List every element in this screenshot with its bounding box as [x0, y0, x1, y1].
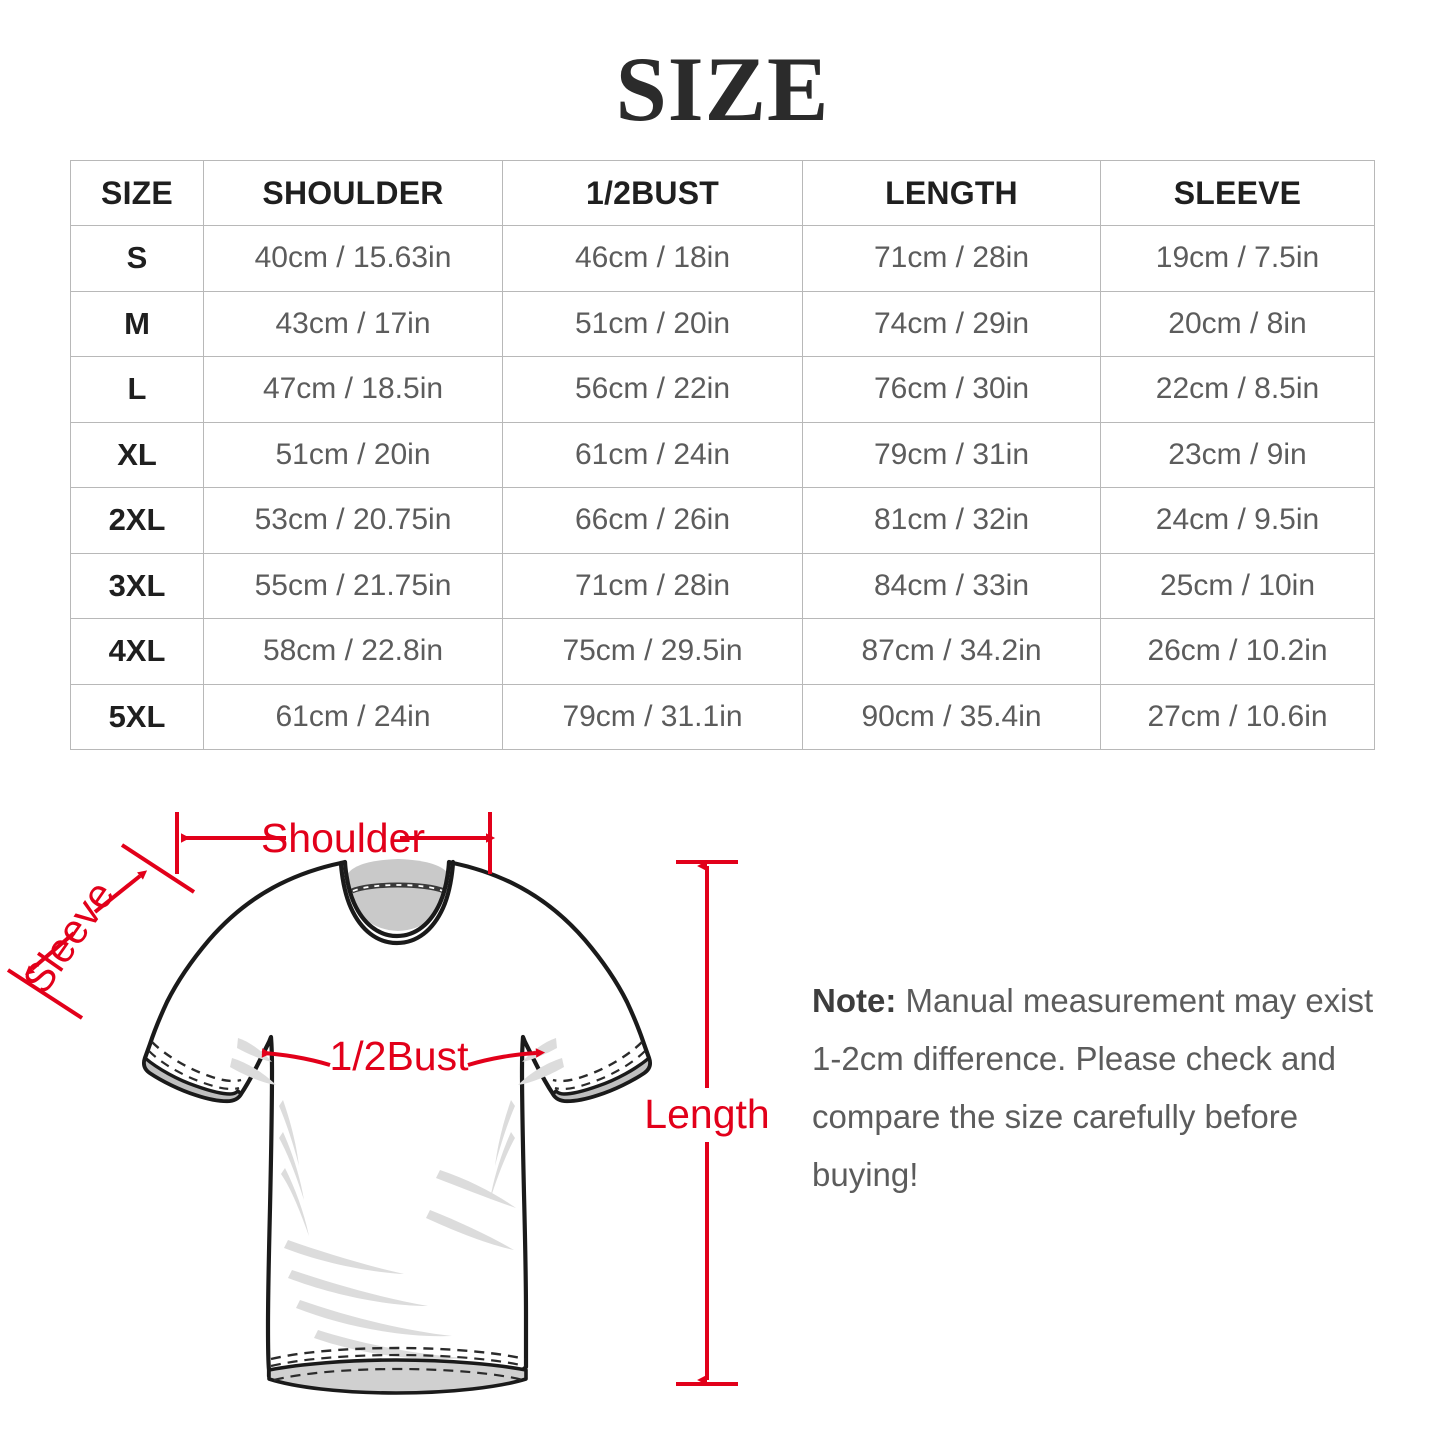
hem-stitch-lower — [273, 1367, 524, 1382]
length-measurement: Length — [644, 860, 770, 1386]
tshirt-measurement-diagram: Shoulder Sleeve 1/2Bust Length — [0, 770, 790, 1440]
column-header-sleeve: SLEEVE — [1100, 160, 1375, 226]
cell-bust: 61cm / 24in — [502, 421, 803, 488]
page-title: SIZE — [615, 38, 830, 140]
right-cuff-stitch-inner — [554, 1050, 646, 1091]
cell-length: 74cm / 29in — [802, 290, 1101, 357]
column-header-size: SIZE — [70, 160, 204, 226]
shoulder-measurement: Shoulder — [175, 812, 496, 874]
fabric-folds — [230, 1038, 564, 1360]
cell-size: S — [70, 225, 204, 292]
cell-length: 81cm / 32in — [802, 487, 1101, 554]
cell-shoulder: 55cm / 21.75in — [203, 552, 503, 619]
cell-size: M — [70, 290, 204, 357]
table-header-row: SIZE SHOULDER 1/2BUST LENGTH SLEEVE — [70, 160, 1375, 226]
bottom-hem — [267, 1358, 528, 1395]
note-text: Manual measurement may exist 1-2cm diffe… — [812, 982, 1374, 1193]
sleeve-label: Sleeve — [14, 872, 124, 1001]
table-row: 3XL 55cm / 21.75in 71cm / 28in 84cm / 33… — [70, 552, 1375, 619]
hem-stitch-upper — [270, 1346, 526, 1361]
cell-sleeve: 24cm / 9.5in — [1100, 487, 1375, 554]
cell-length: 71cm / 28in — [802, 225, 1101, 292]
column-header-length: LENGTH — [802, 160, 1101, 226]
collar-inner — [347, 859, 449, 931]
cell-bust: 75cm / 29.5in — [502, 618, 803, 685]
sleeve-arrow-upper — [93, 870, 148, 914]
cell-size: 2XL — [70, 487, 204, 554]
cell-bust: 46cm / 18in — [502, 225, 803, 292]
bust-arrow-left — [261, 1048, 331, 1067]
left-sleeve-cuff — [142, 1056, 243, 1103]
cell-sleeve: 27cm / 10.6in — [1100, 683, 1375, 750]
table-row: XL 51cm / 20in 61cm / 24in 79cm / 31in 2… — [70, 421, 1375, 488]
cell-bust: 66cm / 26in — [502, 487, 803, 554]
bust-label: 1/2Bust — [329, 1033, 469, 1079]
cell-sleeve: 19cm / 7.5in — [1100, 225, 1375, 292]
cell-length: 84cm / 33in — [802, 552, 1101, 619]
cell-sleeve: 23cm / 9in — [1100, 421, 1375, 488]
bust-arrow-right — [467, 1048, 546, 1067]
cell-shoulder: 58cm / 22.8in — [203, 618, 503, 685]
shoulder-label: Shoulder — [261, 815, 425, 861]
table-row: 5XL 61cm / 24in 79cm / 31.1in 90cm / 35.… — [70, 683, 1375, 750]
cell-length: 87cm / 34.2in — [802, 618, 1101, 685]
left-cuff-stitch-inner — [148, 1050, 240, 1091]
collar-outline — [338, 859, 456, 946]
tshirt-body — [141, 859, 653, 1390]
cell-sleeve: 26cm / 10.2in — [1100, 618, 1375, 685]
column-header-bust: 1/2BUST — [502, 160, 803, 226]
cell-shoulder: 43cm / 17in — [203, 290, 503, 357]
cell-size: 4XL — [70, 618, 204, 685]
table-row: M 43cm / 17in 51cm / 20in 74cm / 29in 20… — [70, 290, 1375, 357]
cell-size: L — [70, 356, 204, 423]
table-row: L 47cm / 18.5in 56cm / 22in 76cm / 30in … — [70, 356, 1375, 423]
cell-bust: 51cm / 20in — [502, 290, 803, 357]
sleeve-measurement: Sleeve — [6, 843, 196, 1020]
sleeve-tick-upper — [120, 843, 196, 894]
cell-size: 3XL — [70, 552, 204, 619]
note-label: Note: — [812, 982, 897, 1019]
note-block: Note: Manual measurement may exist 1-2cm… — [812, 972, 1384, 1204]
left-cuff-stitch — [151, 1041, 242, 1083]
cell-length: 90cm / 35.4in — [802, 683, 1101, 750]
length-label: Length — [644, 1091, 769, 1137]
column-header-shoulder: SHOULDER — [203, 160, 503, 226]
collar-stitch-dashes — [352, 884, 444, 892]
cell-bust: 56cm / 22in — [502, 356, 803, 423]
cell-size: 5XL — [70, 683, 204, 750]
cell-sleeve: 22cm / 8.5in — [1100, 356, 1375, 423]
size-chart-container: SIZE SHOULDER 1/2BUST LENGTH SLEEVE S 40… — [70, 160, 1375, 750]
cell-length: 76cm / 30in — [802, 356, 1101, 423]
cell-shoulder: 61cm / 24in — [203, 683, 503, 750]
cell-shoulder: 51cm / 20in — [203, 421, 503, 488]
bust-measurement: 1/2Bust — [261, 1033, 546, 1079]
cell-shoulder: 47cm / 18.5in — [203, 356, 503, 423]
cell-sleeve: 20cm / 8in — [1100, 290, 1375, 357]
cell-shoulder: 40cm / 15.63in — [203, 225, 503, 292]
cell-length: 79cm / 31in — [802, 421, 1101, 488]
table-row: 2XL 53cm / 20.75in 66cm / 26in 81cm / 32… — [70, 487, 1375, 554]
table-row: S 40cm / 15.63in 46cm / 18in 71cm / 28in… — [70, 225, 1375, 292]
right-cuff-stitch — [552, 1041, 643, 1083]
cell-size: XL — [70, 421, 204, 488]
sleeve-arrow-lower — [25, 931, 76, 975]
hem-stitch-mid — [270, 1353, 526, 1368]
cell-shoulder: 53cm / 20.75in — [203, 487, 503, 554]
right-sleeve-cuff — [551, 1056, 652, 1103]
cell-sleeve: 25cm / 10in — [1100, 552, 1375, 619]
tshirt-illustration — [141, 859, 653, 1395]
table-row: 4XL 58cm / 22.8in 75cm / 29.5in 87cm / 3… — [70, 618, 1375, 685]
cell-bust: 71cm / 28in — [502, 552, 803, 619]
sleeve-tick-lower — [6, 968, 84, 1020]
cell-bust: 79cm / 31.1in — [502, 683, 803, 750]
size-chart-table: SIZE SHOULDER 1/2BUST LENGTH SLEEVE S 40… — [70, 160, 1375, 750]
